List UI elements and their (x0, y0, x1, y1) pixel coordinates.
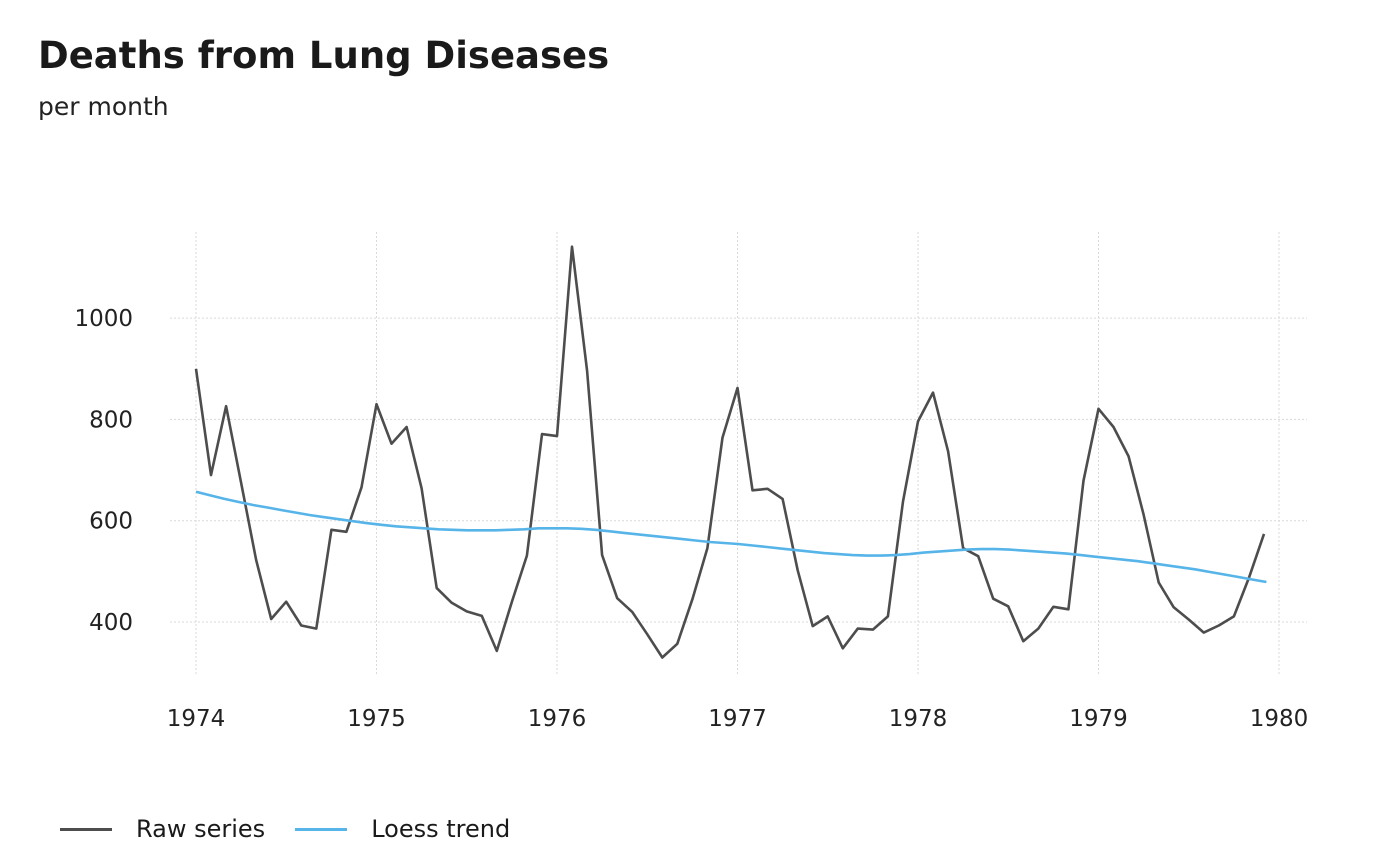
x-tick-label-1976: 1976 (528, 706, 587, 732)
chart-subtitle: per month (38, 92, 169, 121)
legend: Raw series Loess trend (60, 812, 540, 846)
legend-item-loess-trend: Loess trend (295, 815, 510, 843)
legend-label-loess-trend: Loess trend (371, 815, 511, 843)
y-tick-label-1000: 1000 (74, 306, 133, 332)
series-line-loess-trend (195, 490, 1267, 584)
x-tick-label-1978: 1978 (889, 706, 948, 732)
legend-label-raw-series: Raw series (136, 815, 266, 843)
y-tick-label-600: 600 (89, 509, 133, 535)
legend-item-raw-series: Raw series (60, 815, 265, 843)
chart-title: Deaths from Lung Diseases (38, 34, 610, 77)
x-tick-label-1980: 1980 (1250, 706, 1309, 732)
x-tick-label-1974: 1974 (167, 706, 226, 732)
series-line-raw-series (194, 245, 1266, 659)
legend-swatch-loess-trend (295, 827, 348, 831)
x-axis-ticks: 1974 1975 1976 1977 1978 1979 1980 (167, 706, 1309, 732)
y-axis-ticks: 400 600 800 1000 (74, 306, 133, 636)
grid-lines (170, 232, 1307, 676)
legend-swatch-raw-series (60, 827, 112, 831)
y-tick-label-400: 400 (89, 610, 133, 636)
series-lines (194, 245, 1267, 659)
x-tick-label-1979: 1979 (1069, 706, 1128, 732)
x-tick-label-1977: 1977 (708, 706, 767, 732)
y-tick-label-800: 800 (89, 407, 133, 433)
x-tick-label-1975: 1975 (347, 706, 406, 732)
